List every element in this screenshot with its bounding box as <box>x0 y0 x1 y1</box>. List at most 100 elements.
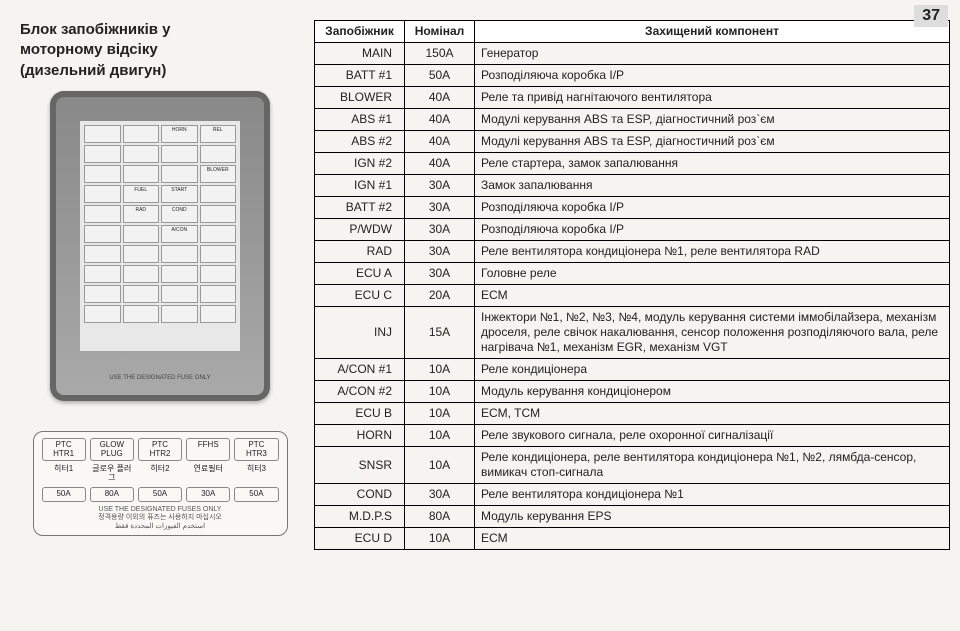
fuse-table: Запобіжник Номінал Захищений компонент M… <box>314 20 950 550</box>
cell-component: Модулі керування ABS та ESP, діагностичн… <box>475 109 950 131</box>
cell-fuse: INJ <box>315 307 405 359</box>
sub-panel-footer: USE THE DESIGNATED FUSES ONLY 정격용량 이외의 퓨… <box>42 506 279 531</box>
cell-component: Реле кондиціонера <box>475 359 950 381</box>
table-row: IGN #240AРеле стартера, замок запалюванн… <box>315 153 950 175</box>
cell-fuse: ECU D <box>315 528 405 550</box>
cell-rating: 10A <box>405 403 475 425</box>
sub-cell: PTCHTR1 <box>42 438 86 462</box>
cell-rating: 10A <box>405 447 475 484</box>
title-line-3: (дизельний двигун) <box>20 62 166 79</box>
cell-component: ECM <box>475 528 950 550</box>
cell-fuse: ECU B <box>315 403 405 425</box>
cell-component: Реле та привід нагнітаючого вентилятора <box>475 87 950 109</box>
table-row: A/CON #210AМодуль керування кондиціонеро… <box>315 381 950 403</box>
cell-fuse: ABS #1 <box>315 109 405 131</box>
cell-component: ECM, TCM <box>475 403 950 425</box>
table-row: ECU C20AECM <box>315 285 950 307</box>
sub-cell-amp: 30A <box>186 487 230 502</box>
cell-fuse: BATT #2 <box>315 197 405 219</box>
sub-foot-1: USE THE DESIGNATED FUSES ONLY <box>42 506 279 514</box>
table-row: SNSR10AРеле кондиціонера, реле вентилято… <box>315 447 950 484</box>
sub-fuse-panel: PTCHTR1GLOWPLUGPTCHTR2FFHSPTCHTR3 히터1글로우… <box>33 431 288 536</box>
cell-fuse: IGN #1 <box>315 175 405 197</box>
table-row: A/CON #110AРеле кондиціонера <box>315 359 950 381</box>
sub-cell-amp: 80A <box>90 487 134 502</box>
title-line-1: Блок запобіжників у <box>20 21 171 38</box>
fusebox-footer: USE THE DESIGNATED FUSE ONLY <box>80 375 240 381</box>
cell-fuse: BATT #1 <box>315 65 405 87</box>
header-component: Захищений компонент <box>475 21 950 43</box>
sub-cell: PTCHTR3 <box>234 438 278 462</box>
cell-rating: 30A <box>405 219 475 241</box>
table-row: HORN10AРеле звукового сигнала, реле охор… <box>315 425 950 447</box>
cell-fuse: M.D.P.S <box>315 506 405 528</box>
cell-fuse: A/CON #2 <box>315 381 405 403</box>
sub-cell: PTCHTR2 <box>138 438 182 462</box>
table-row: RAD30AРеле вентилятора кондиціонера №1, … <box>315 241 950 263</box>
cell-rating: 30A <box>405 484 475 506</box>
cell-fuse: SNSR <box>315 447 405 484</box>
sub-cell-label: 히터1 <box>42 463 86 485</box>
sub-cell-amp: 50A <box>234 487 278 502</box>
cell-fuse: ECU A <box>315 263 405 285</box>
cell-rating: 40A <box>405 131 475 153</box>
cell-component: Реле стартера, замок запалювання <box>475 153 950 175</box>
cell-fuse: ECU C <box>315 285 405 307</box>
title-line-2: моторному відсіку <box>20 41 158 58</box>
cell-rating: 30A <box>405 197 475 219</box>
cell-fuse: HORN <box>315 425 405 447</box>
cell-rating: 30A <box>405 263 475 285</box>
table-row: COND30AРеле вентилятора кондиціонера №1 <box>315 484 950 506</box>
sub-cell: GLOWPLUG <box>90 438 134 462</box>
page-number: 37 <box>914 5 948 27</box>
fusebox-grid: HORNREL BLOWER FUELSTART RADCOND A/CON <box>80 121 240 351</box>
cell-rating: 150A <box>405 43 475 65</box>
page-layout: Блок запобіжників у моторному відсіку (д… <box>0 0 960 560</box>
cell-fuse: MAIN <box>315 43 405 65</box>
table-row: MAIN150AГенератор <box>315 43 950 65</box>
cell-rating: 30A <box>405 241 475 263</box>
table-row: ABS #140AМодулі керування ABS та ESP, ді… <box>315 109 950 131</box>
cell-rating: 10A <box>405 359 475 381</box>
sub-cell-label: 연료필터 <box>186 463 230 485</box>
cell-fuse: ABS #2 <box>315 131 405 153</box>
cell-component: Модулі керування ABS та ESP, діагностичн… <box>475 131 950 153</box>
header-rating: Номінал <box>405 21 475 43</box>
cell-fuse: A/CON #1 <box>315 359 405 381</box>
sub-panel-row-mid: 히터1글로우 플러그히터2연료필터히터3 <box>42 463 279 485</box>
cell-rating: 40A <box>405 87 475 109</box>
cell-component: Розподіляюча коробка І/Р <box>475 197 950 219</box>
table-row: P/WDW30AРозподіляюча коробка І/Р <box>315 219 950 241</box>
sub-cell: FFHS <box>186 438 230 462</box>
sub-foot-2: 정격용량 이외의 퓨즈는 사용하지 마십시오 <box>42 514 279 522</box>
cell-component: ECM <box>475 285 950 307</box>
table-row: IGN #130AЗамок запалювання <box>315 175 950 197</box>
cell-rating: 20A <box>405 285 475 307</box>
table-row: ECU B10AECM, TCM <box>315 403 950 425</box>
cell-component: Генератор <box>475 43 950 65</box>
left-column: Блок запобіжників у моторному відсіку (д… <box>20 20 300 550</box>
table-row: BLOWER40AРеле та привід нагнітаючого вен… <box>315 87 950 109</box>
section-title: Блок запобіжників у моторному відсіку (д… <box>20 20 300 81</box>
right-column: Запобіжник Номінал Захищений компонент M… <box>314 20 950 550</box>
cell-rating: 30A <box>405 175 475 197</box>
sub-cell-label: 히터2 <box>138 463 182 485</box>
table-row: INJ15AІнжектори №1, №2, №3, №4, модуль к… <box>315 307 950 359</box>
cell-component: Інжектори №1, №2, №3, №4, модуль керуван… <box>475 307 950 359</box>
cell-fuse: COND <box>315 484 405 506</box>
table-row: BATT #150AРозподіляюча коробка І/Р <box>315 65 950 87</box>
sub-cell-amp: 50A <box>138 487 182 502</box>
cell-fuse: BLOWER <box>315 87 405 109</box>
cell-component: Головне реле <box>475 263 950 285</box>
cell-fuse: P/WDW <box>315 219 405 241</box>
cell-component: Реле звукового сигнала, реле охоронної с… <box>475 425 950 447</box>
cell-rating: 10A <box>405 528 475 550</box>
table-row: M.D.P.S80AМодуль керування EPS <box>315 506 950 528</box>
cell-component: Модуль керування кондиціонером <box>475 381 950 403</box>
cell-component: Модуль керування EPS <box>475 506 950 528</box>
cell-component: Реле вентилятора кондиціонера №1, реле в… <box>475 241 950 263</box>
cell-rating: 40A <box>405 153 475 175</box>
cell-rating: 80A <box>405 506 475 528</box>
table-row: ECU D10AECM <box>315 528 950 550</box>
sub-cell-label: 글로우 플러그 <box>90 463 134 485</box>
